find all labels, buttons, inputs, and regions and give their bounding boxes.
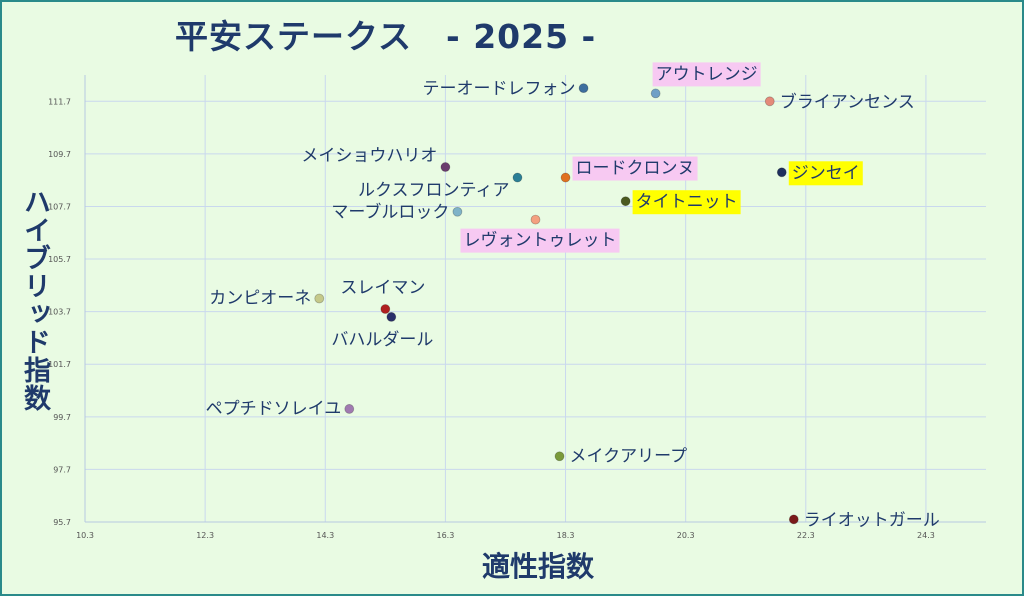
label-highlight bbox=[652, 62, 761, 87]
y-tick-label: 101.7 bbox=[48, 360, 71, 369]
label-highlight bbox=[788, 161, 863, 186]
point-label: レヴォントゥレット bbox=[464, 231, 617, 251]
y-tick-label: 107.7 bbox=[48, 202, 71, 211]
data-point bbox=[512, 172, 523, 183]
x-axis-label: 適性指数 bbox=[482, 550, 595, 583]
tick-labels: 10.3 12.3 14.3 16.3 18.3 20.3 22.3 24.3 95.7 97.7… bbox=[48, 97, 935, 540]
data-point bbox=[650, 88, 661, 99]
label-highlight bbox=[632, 190, 741, 215]
x-tick-label: 24.3 bbox=[917, 531, 935, 540]
data-point bbox=[386, 312, 397, 322]
x-tick-label: 22.3 bbox=[797, 531, 815, 540]
data-point bbox=[314, 293, 325, 304]
point-label: バハルダール bbox=[331, 330, 433, 350]
point-label: スレイマン bbox=[340, 278, 425, 298]
y-tick-label: 105.7 bbox=[48, 255, 71, 264]
x-tick-label: 16.3 bbox=[436, 531, 454, 540]
y-tick-label: 109.7 bbox=[48, 150, 71, 159]
y-tick-label: 103.7 bbox=[48, 308, 71, 317]
label-highlight bbox=[572, 156, 698, 181]
data-point bbox=[344, 404, 355, 414]
point-label: カンピオーネ bbox=[209, 289, 311, 309]
data-points bbox=[314, 83, 799, 525]
y-axis-label: ハイブリッド指数 bbox=[19, 188, 50, 412]
y-tick-label: 111.7 bbox=[48, 97, 71, 106]
data-point bbox=[560, 172, 571, 183]
point-label: ロードクロンヌ bbox=[576, 159, 695, 179]
chart-title: 平安ステークス - 2025 - bbox=[175, 17, 597, 56]
x-tick-label: 10.3 bbox=[76, 531, 94, 540]
x-tick-label: 20.3 bbox=[677, 531, 695, 540]
point-labels: テーオードレフォン アウトレンジブライアンセンスメイショウハリオルクスフロンティア… bbox=[206, 62, 940, 530]
grid-lines bbox=[84, 75, 986, 523]
point-label: ライオットガール bbox=[804, 510, 940, 530]
data-point bbox=[620, 196, 631, 207]
data-point bbox=[530, 214, 541, 225]
point-label: ペプチドソレイユ bbox=[206, 399, 342, 419]
x-tick-label: 14.3 bbox=[316, 531, 334, 540]
x-tick-label: 12.3 bbox=[196, 531, 214, 540]
point-label: ジンセイ bbox=[792, 163, 860, 183]
data-point bbox=[578, 83, 589, 94]
data-point bbox=[554, 451, 565, 462]
data-point bbox=[452, 206, 463, 217]
x-tick-label: 18.3 bbox=[557, 531, 575, 540]
y-tick-label: 95.7 bbox=[53, 518, 71, 527]
data-point bbox=[788, 514, 799, 525]
data-point bbox=[764, 96, 775, 107]
point-label: ブライアンセンス bbox=[780, 91, 915, 112]
point-label: ルクスフロンティア bbox=[358, 181, 509, 201]
point-label: メイショウハリオ bbox=[301, 146, 437, 166]
point-label: メイクアリープ bbox=[570, 446, 688, 466]
y-tick-label: 99.7 bbox=[53, 413, 71, 422]
data-point bbox=[380, 304, 391, 314]
point-label: テーオードレフォン bbox=[423, 79, 576, 99]
point-label: マーブルロック bbox=[331, 202, 449, 223]
label-highlight bbox=[460, 228, 620, 253]
y-tick-label: 97.7 bbox=[53, 465, 71, 474]
point-label: アウトレンジ bbox=[656, 64, 758, 84]
point-label: タイトニット bbox=[636, 192, 738, 212]
data-point bbox=[440, 162, 451, 172]
data-point bbox=[776, 167, 787, 178]
